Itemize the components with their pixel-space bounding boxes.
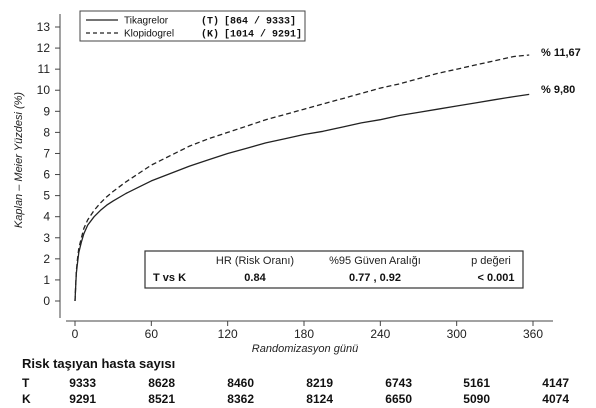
y-tick-label: 8 <box>43 125 50 139</box>
y-tick-label: 12 <box>37 41 51 55</box>
x-tick-label: 360 <box>523 327 543 341</box>
risk-cell: 4074 <box>542 392 569 406</box>
y-tick-label: 11 <box>38 62 51 76</box>
y-tick-label: 5 <box>43 189 50 203</box>
legend-box <box>79 10 306 42</box>
x-tick-label: 0 <box>72 327 79 341</box>
x-axis-label: Randomizasyon günü <box>252 343 358 355</box>
risk-cell: 9333 <box>69 376 96 390</box>
legend-code-tikagrelor: (T) <box>201 16 219 28</box>
legend: Tikagrelor (T) [864 / 9333] Klopidogrel … <box>79 10 306 42</box>
legend-stat-tikagrelor: [864 / 9333] <box>224 16 296 28</box>
stats-row-label: T vs K <box>153 272 186 284</box>
risk-cell: 8460 <box>227 376 254 390</box>
x-tick-label: 240 <box>370 327 390 341</box>
y-tick-label: 0 <box>43 294 50 308</box>
end-label-tikagrelor: % 9,80 <box>541 84 575 96</box>
end-label-klopidogrel: % 11,67 <box>541 47 581 59</box>
x-tick-label: 60 <box>145 327 159 341</box>
y-axis-label: Kaplan – Meier Yüzdesi (%) <box>13 92 25 228</box>
risk-cell: 9291 <box>69 392 96 406</box>
risk-row-k: K 9291 8521 8362 8124 6650 5090 4074 <box>0 392 596 408</box>
legend-name-tikagrelor: Tikagrelor <box>124 16 169 27</box>
risk-cell: 6650 <box>385 392 412 406</box>
risk-arm-label: T <box>22 376 30 390</box>
risk-cell: 8219 <box>306 376 333 390</box>
y-tick-label: 9 <box>43 104 50 118</box>
y-tick-label: 4 <box>43 210 50 224</box>
y-tick-label: 7 <box>43 146 50 160</box>
x-ticks: 0 60 120 180 240 300 360 <box>72 321 543 341</box>
legend-stat-klopidogrel: [1014 / 9291] <box>224 29 302 41</box>
stats-header-ci: %95 Güven Aralığı <box>329 255 421 267</box>
series-layer <box>74 54 530 302</box>
stats-value-hr: 0.84 <box>244 272 266 284</box>
axes <box>59 14 553 322</box>
y-tick-label: 13 <box>37 20 51 34</box>
y-tick-label: 2 <box>43 252 50 266</box>
stats-value-ci: 0.77 , 0.92 <box>349 272 401 284</box>
stats-header-p: p değeri <box>471 255 511 267</box>
risk-cell: 5161 <box>463 376 490 390</box>
risk-cell: 8628 <box>148 376 175 390</box>
risk-cell: 8362 <box>227 392 254 406</box>
series-line-klopidogrel <box>74 54 530 302</box>
legend-name-klopidogrel: Klopidogrel <box>124 29 174 40</box>
y-tick-label: 6 <box>43 168 50 182</box>
risk-cell: 8521 <box>148 392 175 406</box>
risk-cell: 6743 <box>385 376 412 390</box>
x-tick-label: 300 <box>447 327 467 341</box>
y-tick-label: 3 <box>43 231 50 245</box>
risk-cell: 5090 <box>463 392 490 406</box>
risk-arm-label: K <box>22 392 31 406</box>
x-tick-label: 180 <box>294 327 314 341</box>
risk-cell: 8124 <box>306 392 333 406</box>
legend-code-klopidogrel: (K) <box>201 29 219 41</box>
series-line-tikagrelor <box>74 93 530 302</box>
y-tick-label: 1 <box>43 273 50 287</box>
risk-table-title: Risk taşıyan hasta sayısı <box>22 356 176 371</box>
stats-header-hr: HR (Risk Oranı) <box>216 255 294 267</box>
risk-row-t: T 9333 8628 8460 8219 6743 5161 4147 <box>0 376 596 392</box>
y-tick-label: 10 <box>37 83 51 97</box>
x-tick-label: 120 <box>218 327 238 341</box>
stats-table: HR (Risk Oranı) %95 Güven Aralığı p değe… <box>144 250 524 289</box>
risk-cell: 4147 <box>542 376 569 390</box>
stats-box <box>144 250 524 289</box>
stats-value-p: < 0.001 <box>477 272 514 284</box>
